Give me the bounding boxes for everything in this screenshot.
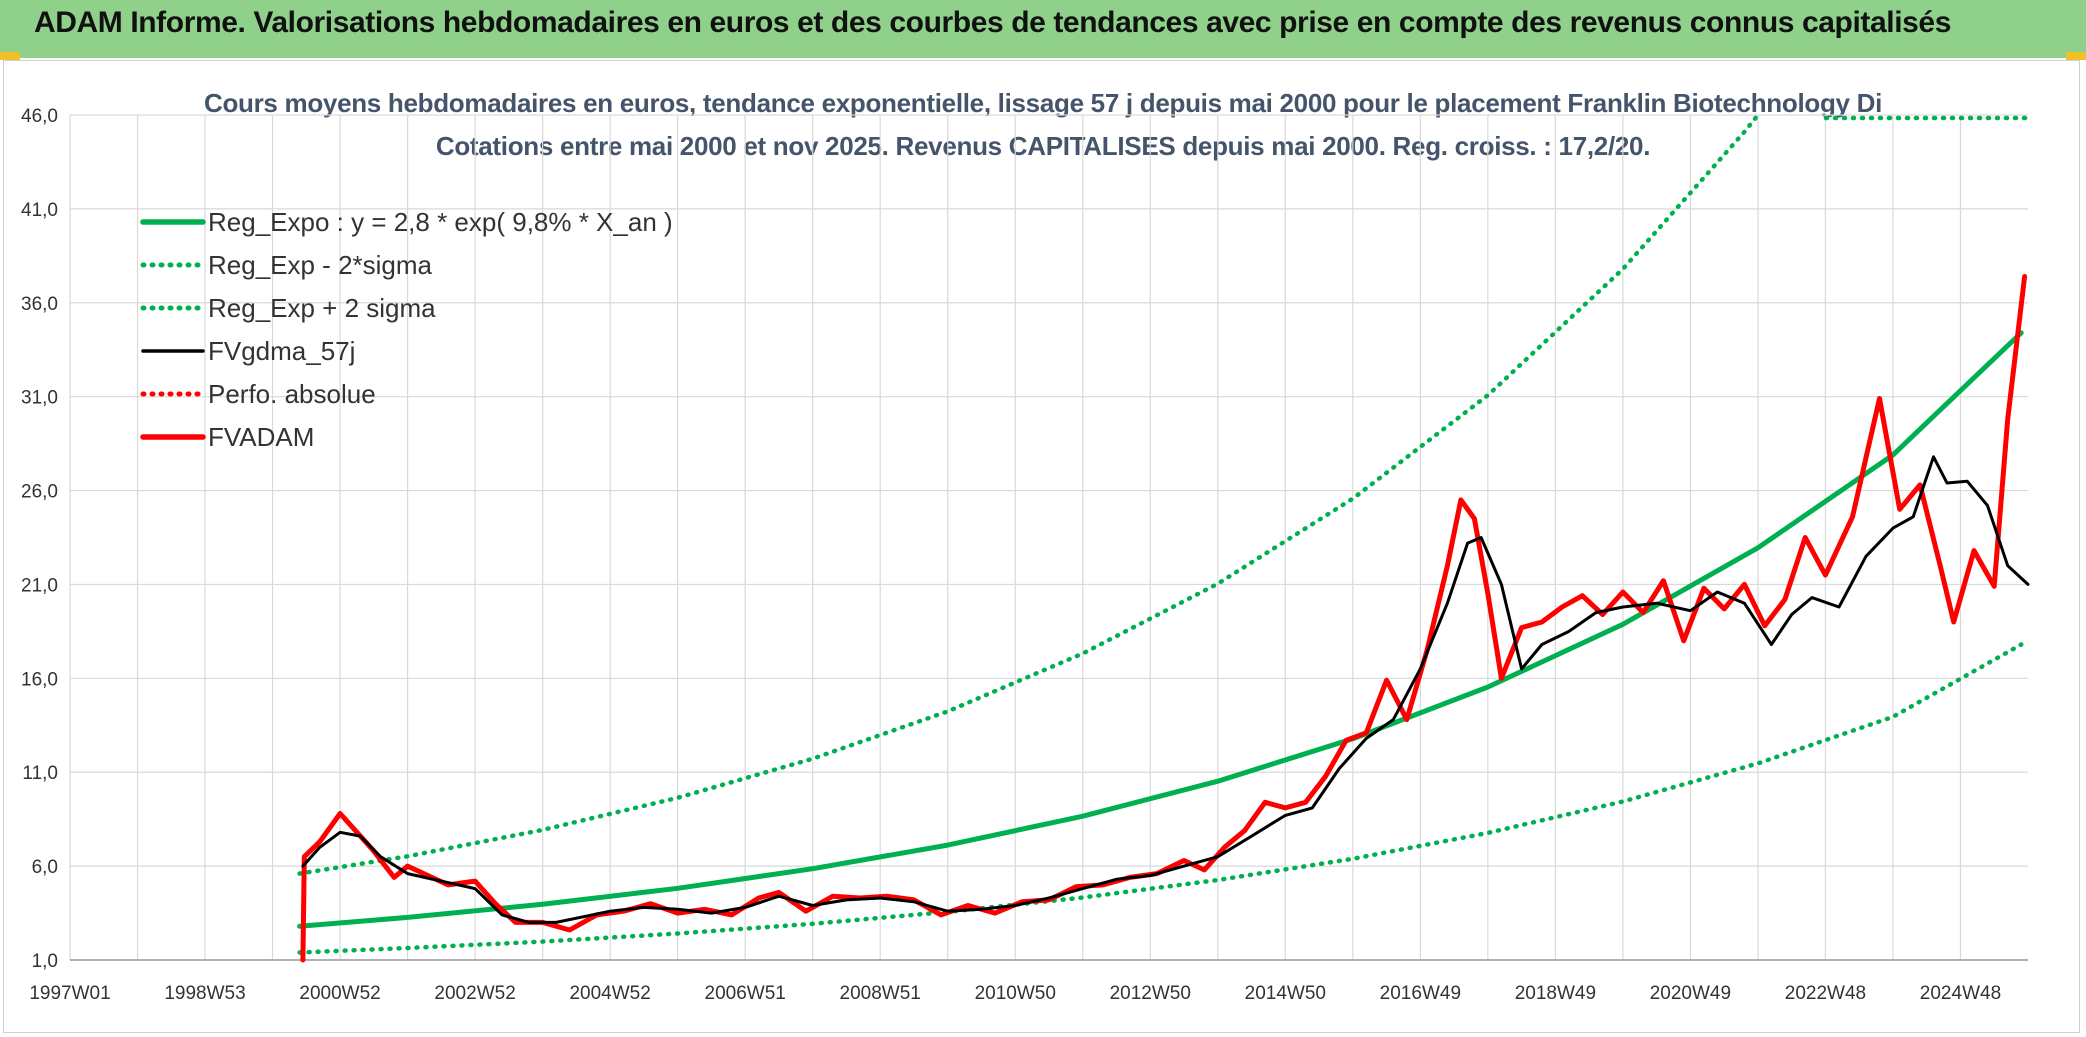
legend-label: Perfo. absolue — [208, 379, 376, 409]
x-tick-label: 1997W01 — [29, 983, 110, 1004]
x-tick-label: 2008W51 — [840, 983, 921, 1004]
x-tick-label: 2004W52 — [569, 983, 650, 1004]
y-tick-label: 1,0 — [32, 951, 58, 972]
y-tick-label: 41,0 — [21, 200, 58, 221]
x-tick-label: 1998W53 — [164, 983, 245, 1004]
legend-label: Reg_Exp + 2 sigma — [208, 293, 436, 323]
x-tick-label: 2002W52 — [434, 983, 515, 1004]
y-tick-label: 36,0 — [21, 294, 58, 315]
x-tick-label: 2014W50 — [1245, 983, 1326, 1004]
header-banner: ADAM Informe. Valorisations hebdomadaire… — [0, 0, 2086, 60]
series-line-5 — [300, 274, 2028, 963]
chart-subtitle: Cotations entre mai 2000 et nov 2025. Re… — [435, 131, 1651, 161]
x-tick-label: 2018W49 — [1515, 983, 1596, 1004]
y-tick-label: 11,0 — [22, 763, 58, 784]
chart-frame — [3, 60, 2080, 1033]
y-tick-label: 26,0 — [21, 482, 58, 503]
x-tick-label: 2012W50 — [1110, 983, 1191, 1004]
x-tick-label: 2020W49 — [1650, 983, 1731, 1004]
legend-label: FVgdma_57j — [208, 336, 355, 366]
x-tick-label: 2016W49 — [1380, 983, 1461, 1004]
x-tick-label: 2024W48 — [1920, 983, 2001, 1004]
legend-label: FVADAM — [208, 422, 314, 452]
legend-label: Reg_Exp - 2*sigma — [208, 250, 433, 280]
series-line-1 — [297, 642, 2024, 955]
series-line-3 — [301, 455, 2030, 924]
series-line-2 — [297, 112, 1761, 876]
x-tick-label: 2006W51 — [705, 983, 786, 1004]
y-tick-label: 31,0 — [21, 388, 58, 409]
banner-corner-right — [2066, 52, 2086, 60]
header-title: ADAM Informe. Valorisations hebdomadaire… — [34, 6, 1951, 39]
series-line-0 — [297, 330, 2024, 929]
y-tick-label: 6,0 — [32, 857, 58, 878]
x-tick-label: 2010W50 — [975, 983, 1056, 1004]
banner-corner-left — [0, 52, 20, 60]
x-tick-label: 2022W48 — [1785, 983, 1866, 1004]
legend-label: Reg_Expo : y = 2,8 * exp( 9,8% * X_an ) — [208, 207, 673, 237]
chart-title: Cours moyens hebdomadaires en euros, ten… — [203, 88, 1883, 118]
y-tick-label: 16,0 — [21, 669, 58, 690]
x-tick-label: 2000W52 — [299, 983, 380, 1004]
y-tick-label: 46,0 — [21, 106, 58, 127]
y-tick-label: 21,0 — [21, 575, 58, 596]
